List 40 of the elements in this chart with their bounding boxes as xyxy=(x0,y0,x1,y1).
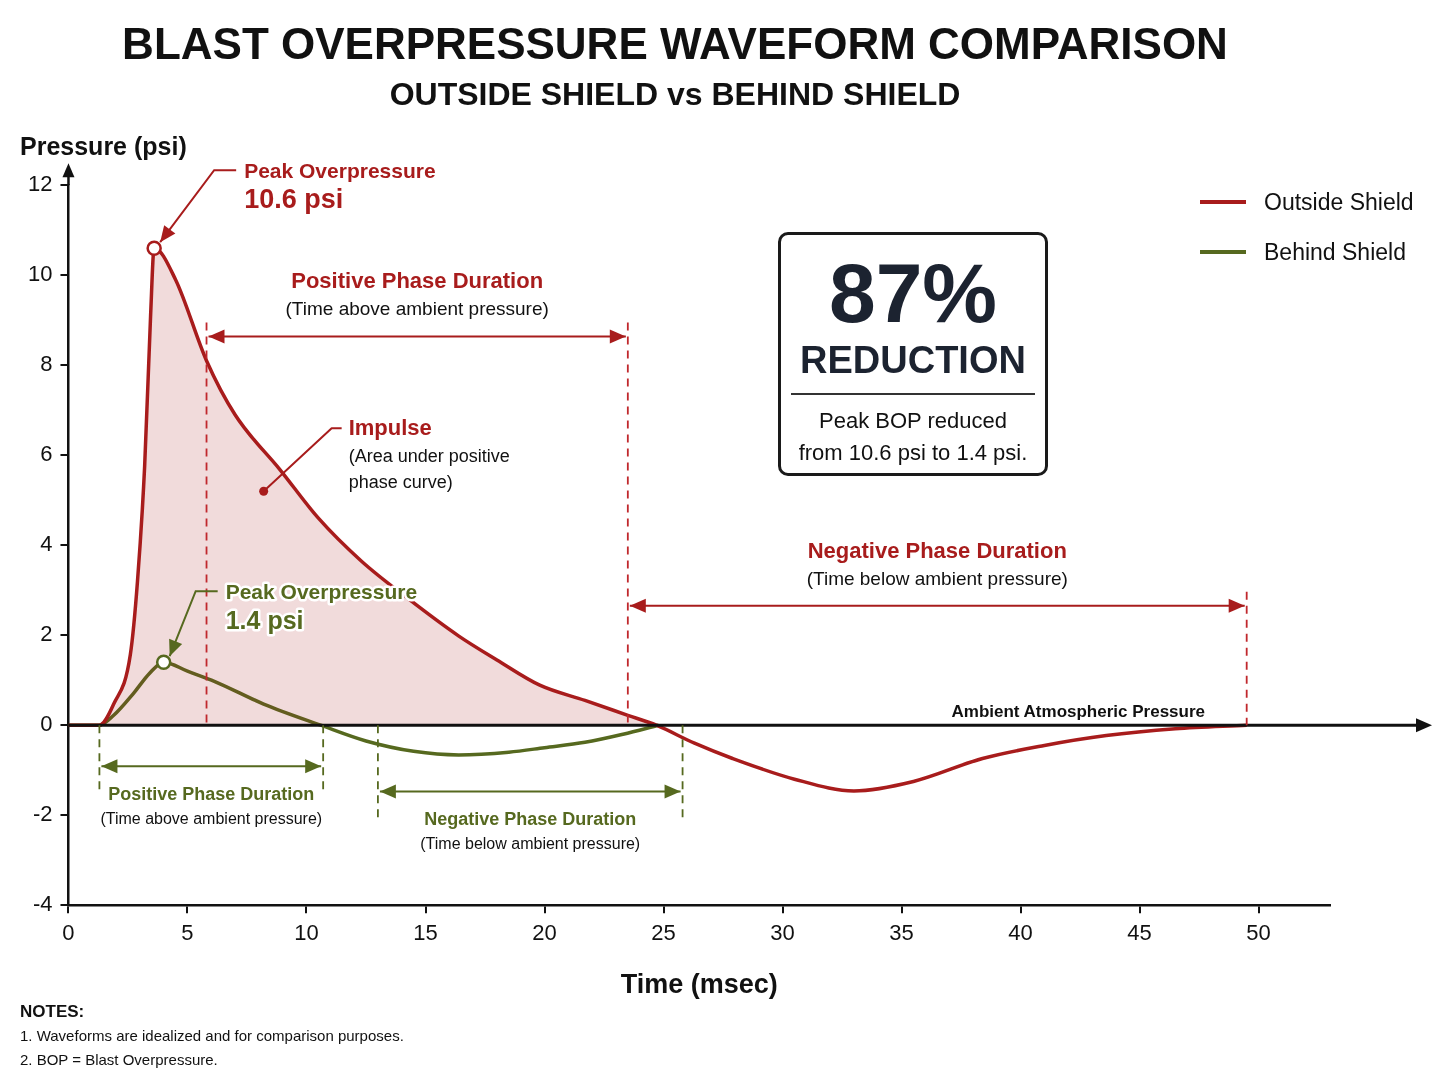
annotation: Positive Phase Duration (Time above ambient pressure) xyxy=(100,784,323,828)
ref-line-label: Ambient Atmospheric Pressure xyxy=(951,702,1205,722)
x-axis-title: Time (msec) xyxy=(620,969,778,1000)
y-tick-label: 4 xyxy=(40,531,53,557)
x-tick-label: 40 xyxy=(1008,920,1033,946)
x-tick-label: 25 xyxy=(651,920,676,946)
y-tick-label: 2 xyxy=(40,621,53,647)
annotation: Peak BOP reduced from 10.6 psi to 1.4 psi. xyxy=(797,407,1029,467)
y-tick-label: 12 xyxy=(27,171,53,197)
y-axis-title: Pressure (psi) xyxy=(20,132,187,161)
y-tick-label: -4 xyxy=(32,891,53,917)
callout-box: 87% REDUCTION Peak BOP reduced from 10.6 psi to 1.4 psi. xyxy=(778,232,1048,476)
annotation: REDUCTION xyxy=(799,339,1027,381)
chart-title: BLAST OVERPRESSURE WAVEFORM COMPARISON xyxy=(122,18,1228,68)
y-tick-label: 8 xyxy=(40,351,53,377)
x-tick-label: 15 xyxy=(413,920,438,946)
annotation: Negative Phase Duration (Time below ambient pressure) xyxy=(420,809,641,853)
annotation: Positive Phase Duration (Time above ambient pressure) xyxy=(285,268,549,320)
annotation: Impulse (Area under positive phase curve) xyxy=(348,415,510,493)
text: NOTES: xyxy=(20,1001,86,1023)
y-tick-label: 6 xyxy=(40,441,53,467)
x-tick-label: 20 xyxy=(532,920,557,946)
text: 2. BOP = Blast Overpressure. xyxy=(20,1050,219,1070)
annotation: Peak Overpressure 10.6 psi xyxy=(244,159,436,215)
x-tick-label: 35 xyxy=(889,920,914,946)
y-tick-label: 0 xyxy=(40,711,53,737)
y-tick-label: -2 xyxy=(32,801,53,827)
annotation: 87% xyxy=(827,246,999,340)
x-tick-label: 50 xyxy=(1246,920,1271,946)
x-tick-label: 5 xyxy=(181,920,194,946)
legend-label: Behind Shield xyxy=(1264,238,1406,266)
legend-label: Outside Shield xyxy=(1264,188,1414,216)
annotation: Negative Phase Duration (Time below ambient pressure) xyxy=(806,537,1068,589)
x-tick-label: 0 xyxy=(62,920,75,946)
y-tick-label: 10 xyxy=(27,261,53,287)
x-tick-label: 10 xyxy=(294,920,319,946)
x-tick-label: 30 xyxy=(770,920,795,946)
chart-subtitle: OUTSIDE SHIELD vs BEHIND SHIELD xyxy=(389,75,961,112)
x-tick-label: 45 xyxy=(1127,920,1152,946)
text: 1. Waveforms are idealized and for comparison purposes. xyxy=(20,1026,404,1046)
